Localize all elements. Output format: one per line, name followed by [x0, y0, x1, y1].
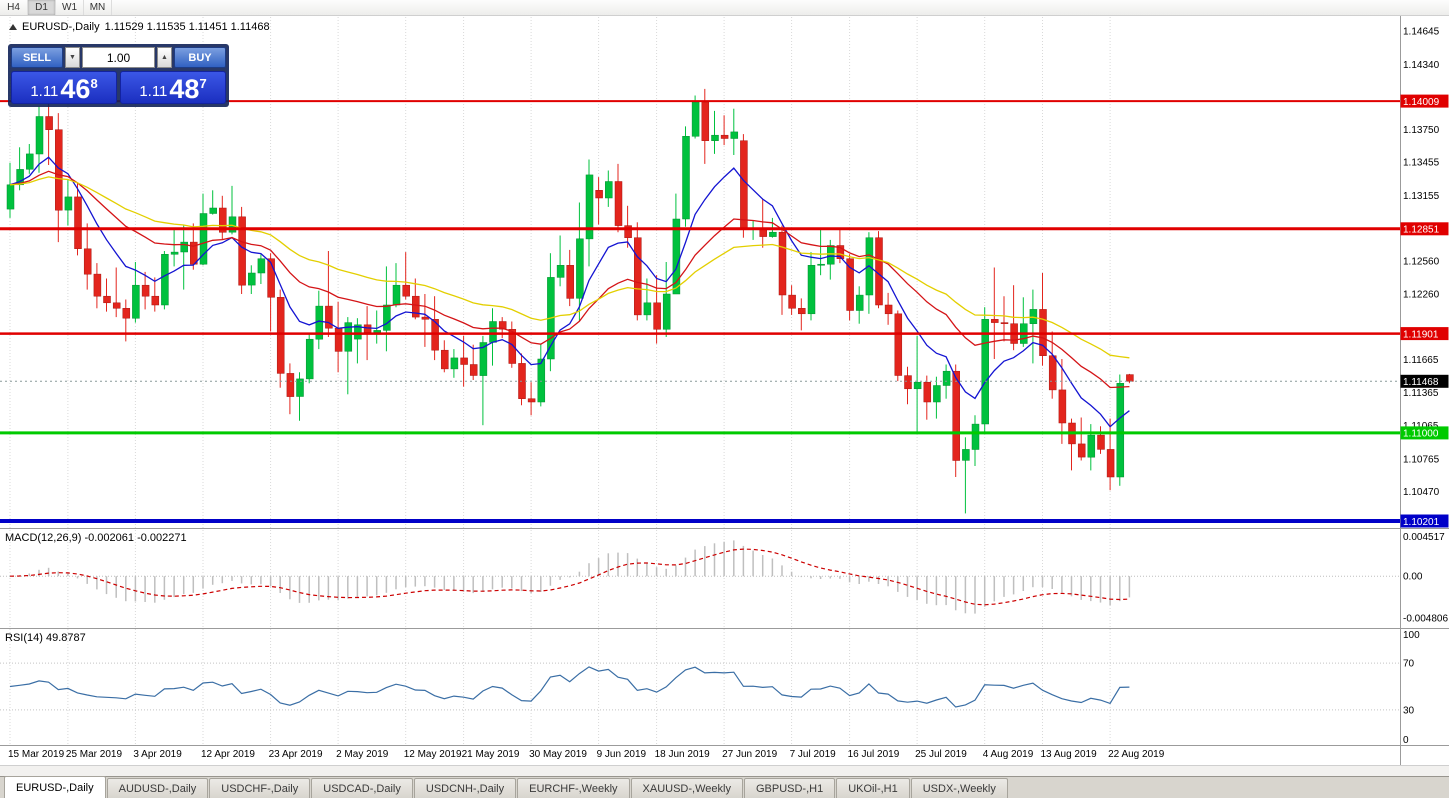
svg-text:23 Apr 2019: 23 Apr 2019	[269, 749, 323, 760]
chart-tab[interactable]: USDCNH-,Daily	[413, 778, 517, 798]
chart-tab[interactable]: GBPUSD-,H1	[743, 778, 836, 798]
svg-text:15 Mar 2019: 15 Mar 2019	[8, 749, 65, 760]
svg-text:1.12851: 1.12851	[1403, 225, 1440, 236]
svg-text:1.13455: 1.13455	[1403, 158, 1440, 169]
price-line-label: 1.11000	[1400, 426, 1449, 440]
price-axis-labels: 1.14645 1.14340 1.13750 1.13455 1.13155 1.125…	[1403, 27, 1440, 498]
svg-text:13 Aug 2019: 13 Aug 2019	[1041, 749, 1098, 760]
svg-text:22 Aug 2019: 22 Aug 2019	[1108, 749, 1165, 760]
svg-text:16 Jul 2019: 16 Jul 2019	[848, 749, 900, 760]
svg-text:0.00: 0.00	[1403, 572, 1423, 583]
chart-tab[interactable]: AUDUSD-,Daily	[106, 778, 209, 798]
svg-text:-0.004806: -0.004806	[1403, 614, 1448, 625]
macd-indicator-label: MACD(12,26,9) -0.002061 -0.002271	[5, 532, 187, 544]
bid-price-prefix: 1.11	[30, 83, 59, 100]
bid-price-pip: 8	[90, 76, 98, 91]
svg-text:30 May 2019: 30 May 2019	[529, 749, 587, 760]
svg-text:1.13155: 1.13155	[1403, 191, 1440, 202]
svg-text:0.004517: 0.004517	[1403, 532, 1445, 543]
svg-text:3 Apr 2019: 3 Apr 2019	[133, 749, 182, 760]
sell-button[interactable]: SELL	[11, 47, 63, 68]
svg-text:25 Mar 2019: 25 Mar 2019	[66, 749, 123, 760]
svg-text:9 Jun 2019: 9 Jun 2019	[597, 749, 647, 760]
svg-text:0: 0	[1403, 735, 1409, 746]
chart-symbol-period: EURUSD-,Daily	[22, 21, 100, 33]
ask-price-big: 48	[169, 74, 200, 104]
ma-line-medium	[9, 170, 1130, 389]
svg-text:2 May 2019: 2 May 2019	[336, 749, 389, 760]
macd-signal-line	[9, 548, 1130, 606]
price-line-label: 1.10201	[1400, 514, 1449, 528]
svg-text:1.14645: 1.14645	[1403, 27, 1440, 38]
chart-ohlc-values: 1.11529 1.11535 1.11451 1.11468	[104, 21, 270, 33]
svg-text:1.10201: 1.10201	[1403, 517, 1440, 528]
chart-tab[interactable]: EURUSD-,Daily	[4, 776, 106, 798]
volume-decrease-button[interactable]: ▼	[65, 47, 80, 68]
ask-price-pip: 7	[199, 76, 207, 91]
price-line-label: 1.14009	[1400, 94, 1449, 108]
chart-tab[interactable]: USDCAD-,Daily	[311, 778, 413, 798]
top-toolbar: H4 D1 W1 MN	[0, 0, 1449, 16]
chart-tab[interactable]: XAUUSD-,Weekly	[630, 778, 743, 798]
svg-text:21 May 2019: 21 May 2019	[462, 749, 520, 760]
ma-line-slow	[9, 176, 1130, 359]
chart-title: EURUSD-,Daily 1.11529 1.11535 1.11451 1.…	[9, 21, 270, 33]
chart-tab[interactable]: USDCHF-,Daily	[209, 778, 311, 798]
ask-price-button[interactable]: 1.11 48 7	[120, 71, 226, 104]
svg-text:12 May 2019: 12 May 2019	[404, 749, 462, 760]
price-chart[interactable]: 1.14645 1.14340 1.13750 1.13455 1.13155 1.125…	[0, 0, 1449, 765]
rsi-line	[9, 666, 1130, 708]
svg-text:30: 30	[1403, 705, 1415, 716]
svg-text:1.12260: 1.12260	[1403, 290, 1440, 301]
timeframe-button-w1[interactable]: W1	[56, 0, 84, 15]
svg-text:1.14340: 1.14340	[1403, 60, 1440, 71]
svg-text:1.10470: 1.10470	[1403, 487, 1440, 498]
svg-text:1.10765: 1.10765	[1403, 454, 1440, 465]
price-line-label: 1.12851	[1400, 222, 1449, 236]
svg-text:1.11665: 1.11665	[1403, 355, 1439, 366]
timeframe-button-mn[interactable]: MN	[84, 0, 112, 15]
svg-text:27 Jun 2019: 27 Jun 2019	[722, 749, 777, 760]
svg-text:1.11000: 1.11000	[1403, 429, 1439, 440]
horizontal-scrollbar-strip[interactable]	[0, 765, 1449, 776]
chart-tab[interactable]: UKOil-,H1	[836, 778, 910, 798]
svg-text:1.11901: 1.11901	[1403, 329, 1439, 340]
bid-price-big: 46	[60, 74, 91, 104]
date-axis-labels: 15 Mar 2019 25 Mar 2019 3 Apr 2019 12 Apr 2…	[8, 749, 1165, 760]
svg-text:1.14009: 1.14009	[1403, 97, 1440, 108]
candlestick-series	[6, 88, 1134, 514]
svg-text:100: 100	[1403, 630, 1420, 641]
svg-text:1.11468: 1.11468	[1403, 377, 1439, 388]
bid-price-button[interactable]: 1.11 46 8	[11, 71, 117, 104]
svg-text:4 Aug 2019: 4 Aug 2019	[983, 749, 1034, 760]
volume-input[interactable]	[82, 47, 155, 68]
svg-text:7 Jul 2019: 7 Jul 2019	[790, 749, 837, 760]
svg-text:1.11365: 1.11365	[1403, 388, 1439, 399]
rsi-indicator-label: RSI(14) 49.8787	[5, 632, 86, 644]
rsi-axis-labels: 100 70 30 0	[1403, 630, 1420, 746]
timeframe-button-h4[interactable]: H4	[0, 0, 28, 15]
ask-price-prefix: 1.11	[139, 83, 168, 100]
one-click-panel-toggle-icon[interactable]	[9, 24, 17, 30]
chart-tab[interactable]: USDX-,Weekly	[910, 778, 1008, 798]
buy-button[interactable]: BUY	[174, 47, 226, 68]
svg-text:1.12560: 1.12560	[1403, 256, 1440, 267]
macd-axis-labels: 0.004517 0.00 -0.004806	[1403, 532, 1448, 625]
svg-text:1.13750: 1.13750	[1403, 125, 1440, 136]
one-click-trading-panel: SELL ▼ ▲ BUY 1.11 46 8 1.11 48 7	[8, 44, 229, 107]
macd-histogram	[18, 540, 1131, 614]
svg-text:12 Apr 2019: 12 Apr 2019	[201, 749, 255, 760]
svg-text:25 Jul 2019: 25 Jul 2019	[915, 749, 967, 760]
svg-text:18 Jun 2019: 18 Jun 2019	[655, 749, 710, 760]
ma-line-fast	[9, 156, 1130, 428]
chart-tab[interactable]: EURCHF-,Weekly	[517, 778, 630, 798]
svg-text:70: 70	[1403, 659, 1415, 670]
volume-increase-button[interactable]: ▲	[157, 47, 172, 68]
timeframe-button-d1[interactable]: D1	[28, 0, 56, 15]
current-price-label: 1.11468	[1400, 374, 1449, 388]
chart-tab-bar: EURUSD-,Daily AUDUSD-,Daily USDCHF-,Daily U…	[0, 776, 1449, 798]
price-line-label: 1.11901	[1400, 327, 1449, 340]
